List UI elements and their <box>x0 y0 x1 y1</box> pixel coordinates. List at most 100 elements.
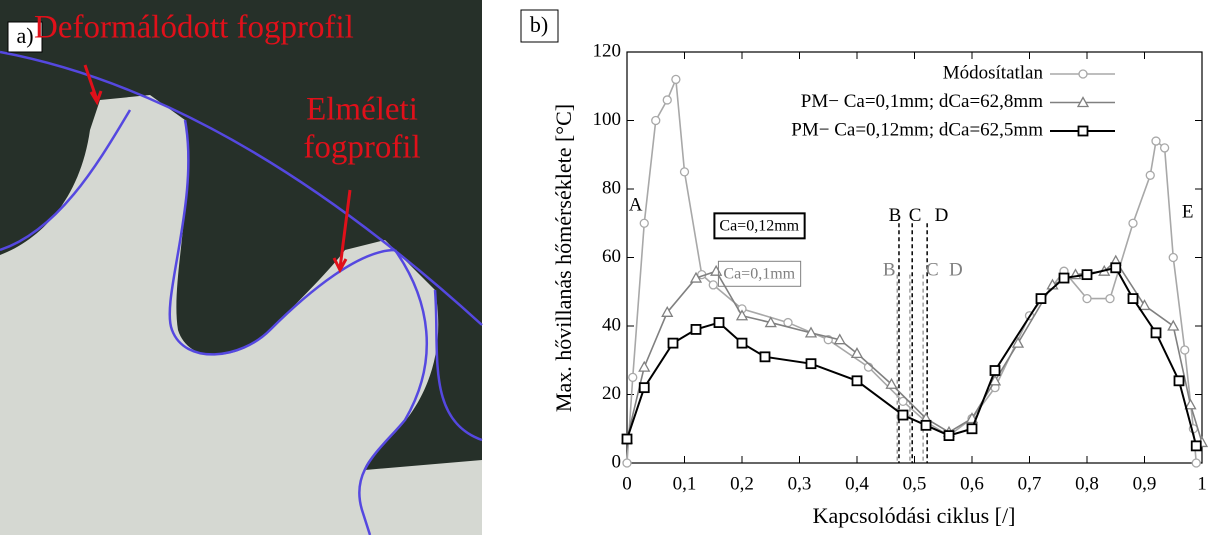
deformed-label: Deformálódott fogprofil <box>34 10 354 46</box>
marker <box>759 351 771 363</box>
marker <box>1138 299 1151 311</box>
gear <box>0 95 482 535</box>
marker <box>943 430 955 442</box>
annotation: D <box>935 205 949 226</box>
marker <box>1145 170 1155 180</box>
marker <box>638 382 650 394</box>
marker <box>671 74 681 85</box>
marker <box>851 375 863 387</box>
marker <box>622 458 632 468</box>
annotation: C <box>909 205 922 226</box>
marker <box>1167 319 1180 331</box>
marker <box>764 316 777 328</box>
x-tick-label: 0,9 <box>1133 473 1157 494</box>
marker <box>713 317 725 328</box>
marker <box>736 337 748 349</box>
annotation: B <box>889 205 902 226</box>
marker <box>850 347 864 359</box>
x-tick-label: 0,1 <box>673 473 697 494</box>
annotation: Ca=0,12mm <box>719 217 799 234</box>
marker <box>898 396 908 407</box>
legend-label: Módosítatlan <box>943 62 1044 83</box>
marker <box>885 377 898 389</box>
marker <box>1150 327 1162 339</box>
arrow <box>332 189 352 274</box>
marker <box>679 167 690 177</box>
theoretical-profile <box>433 289 483 442</box>
annotation: Ca=0,1mm <box>723 265 795 282</box>
annotation-box <box>713 212 806 240</box>
theory-label: fogprofil <box>303 130 420 166</box>
y-tick-label: 60 <box>602 246 621 267</box>
photo-panel: a) Deformálódott fogprofil Elméleti fogp… <box>0 0 483 536</box>
panel-label-box <box>520 9 559 43</box>
marker <box>1105 293 1115 304</box>
marker <box>1173 375 1185 387</box>
marker <box>1191 458 1201 468</box>
y-tick-label: 120 <box>593 40 622 61</box>
y-tick-label: 100 <box>593 109 622 130</box>
panel-label: b) <box>530 12 548 37</box>
x-tick-label: 0,8 <box>1075 473 1099 494</box>
marker <box>628 372 638 383</box>
x-tick-label: 0,7 <box>1018 473 1042 494</box>
x-tick-label: 0 <box>622 473 632 494</box>
marker <box>1011 336 1025 348</box>
marker <box>708 280 718 290</box>
x-tick-label: 0,4 <box>845 473 869 494</box>
marker <box>735 309 749 321</box>
marker <box>989 365 1001 376</box>
marker <box>1184 398 1197 410</box>
y-tick-label: 80 <box>602 177 621 198</box>
marker <box>1082 293 1092 304</box>
marker <box>1180 345 1190 355</box>
annotation-box <box>717 260 802 287</box>
marker <box>783 317 793 328</box>
marker <box>661 305 674 317</box>
marker <box>651 115 661 126</box>
annotation: E <box>1182 201 1194 222</box>
annotation: A <box>629 194 643 215</box>
marker <box>1151 136 1161 146</box>
marker <box>805 358 817 370</box>
marker <box>1127 293 1139 305</box>
series-line <box>626 266 1198 447</box>
x-axis-label: Kapcsolódási ciklus [/] <box>813 503 1016 528</box>
y-tick-label: 0 <box>612 451 622 472</box>
marker <box>1076 96 1090 108</box>
annotation: B <box>883 260 896 281</box>
marker <box>690 324 702 335</box>
marker <box>638 360 651 372</box>
panel-label: a) <box>16 23 33 48</box>
marker <box>920 419 932 431</box>
marker <box>667 337 679 349</box>
marker <box>621 433 633 445</box>
marker <box>1159 143 1170 153</box>
x-tick-label: 0,5 <box>903 473 927 494</box>
legend-label: PM− Ca=0,1mm; dCa=62,8mm <box>801 91 1043 112</box>
marker <box>662 95 672 105</box>
marker <box>1058 272 1070 284</box>
marker <box>804 326 818 338</box>
y-tick-label: 40 <box>602 314 621 335</box>
y-tick-label: 20 <box>602 383 621 404</box>
chart-panel: b) Kapcsolódási ciklus [/] Max. hővillan… <box>520 9 1209 528</box>
legend-label: PM− Ca=0,12mm; dCa=62,5mm <box>791 119 1043 140</box>
x-tick-label: 0,3 <box>788 473 812 494</box>
marker <box>1081 269 1093 281</box>
marker <box>1168 252 1178 263</box>
marker <box>710 264 723 276</box>
annotation: D <box>949 260 963 281</box>
x-tick-label: 1 <box>1197 473 1207 494</box>
marker <box>1110 262 1122 274</box>
x-tick-label: 0,2 <box>730 473 754 494</box>
x-tick-label: 0,6 <box>960 473 984 494</box>
marker <box>897 409 909 421</box>
marker <box>1035 293 1047 305</box>
marker <box>1128 218 1138 228</box>
marker <box>988 374 1002 386</box>
addendum-circle <box>0 50 483 326</box>
arrow <box>83 64 103 106</box>
y-axis-label: Max. hővillanás hőmérséklete [°C] <box>551 104 576 412</box>
